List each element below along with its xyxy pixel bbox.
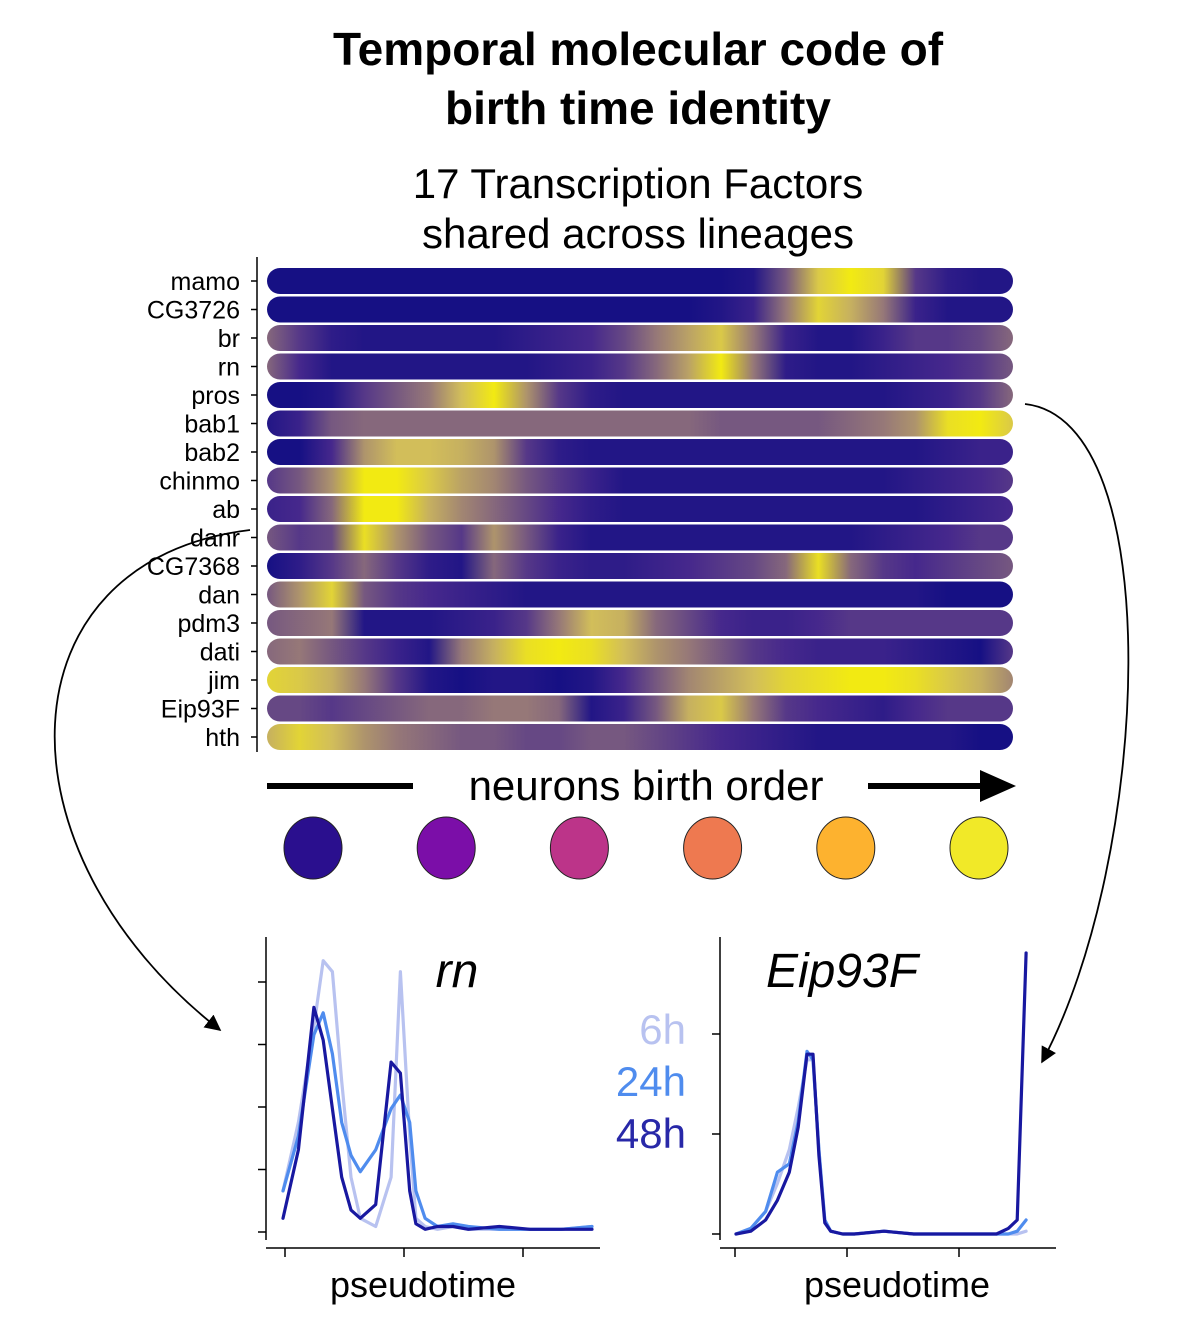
heatmap-row-bab1	[267, 410, 1013, 437]
eip93f-axis-ticks	[712, 1033, 960, 1257]
heatmap-row-label: bab2	[184, 439, 240, 467]
heatmap-row-br	[267, 325, 1013, 351]
color-key-dot	[683, 816, 743, 880]
birth-order-color-key	[283, 816, 1009, 880]
heatmap-row-label: ab	[212, 496, 240, 524]
eip93f-series-lines	[734, 951, 1028, 1236]
heatmap-row-dan	[267, 581, 1013, 608]
legend-item-48h: 48h	[616, 1110, 686, 1157]
color-key-dot	[549, 816, 609, 880]
heatmap-row-label: bab1	[184, 411, 240, 439]
heatmap-row-labels: mamoCG3726brrnprosbab1bab2chinmoabdanrCG…	[147, 268, 257, 752]
heatmap-row-label: Eip93F	[161, 696, 240, 724]
eip93f-x-label: pseudotime	[804, 1264, 990, 1305]
heatmap-row-ab	[267, 496, 1013, 522]
heatmap-row-jim	[267, 667, 1013, 693]
heatmap-row-label: CG3726	[147, 297, 240, 325]
heatmap-row-label: danr	[190, 525, 240, 553]
heatmap-row-label: CG7368	[147, 553, 240, 581]
color-key-dot	[949, 816, 1009, 880]
heatmap-row-hth	[267, 724, 1013, 750]
legend-item-24h: 24h	[616, 1058, 686, 1105]
rn-line-chart: rn pseudotime	[258, 937, 600, 1305]
heatmap-rows	[267, 268, 1013, 750]
heatmap-row-dati	[267, 638, 1013, 665]
heatmap-row-chinmo	[267, 467, 1013, 494]
heatmap-row-label: dati	[200, 639, 240, 667]
heatmap-row-label: mamo	[171, 268, 240, 296]
series-line-48h	[281, 1005, 594, 1231]
heatmap: mamoCG3726brrnprosbab1bab2chinmoabdanrCG…	[147, 257, 1013, 752]
series-line-24h	[281, 1011, 594, 1231]
color-key-dot	[416, 816, 476, 880]
heatmap-row-mamo	[267, 268, 1013, 294]
heatmap-row-label: dan	[198, 582, 240, 610]
series-line-24h	[734, 1049, 1028, 1236]
heatmap-row-label: chinmo	[159, 468, 240, 496]
figure-title-line-1: Temporal molecular code of	[333, 23, 944, 75]
rn-series-lines	[281, 959, 594, 1231]
heatmap-subtitle-line-2: shared across lineages	[422, 210, 854, 257]
heatmap-subtitle-line-1: 17 Transcription Factors	[413, 160, 864, 207]
heatmap-row-label: pros	[191, 382, 240, 410]
color-key-dot	[816, 816, 876, 880]
legend: 6h 24h 48h	[616, 1006, 686, 1157]
heatmap-row-pdm3	[267, 610, 1013, 636]
connector-arrow-eip93f	[1024, 403, 1130, 1064]
rn-chart-title: rn	[436, 945, 479, 998]
birth-order-arrowhead	[980, 770, 1016, 802]
series-line-6h	[734, 1058, 1028, 1236]
legend-item-6h: 6h	[639, 1006, 686, 1053]
color-key-dot	[283, 816, 343, 880]
heatmap-row-label: jim	[207, 667, 240, 695]
heatmap-row-pros	[267, 382, 1013, 408]
heatmap-row-Eip93F	[267, 695, 1013, 722]
heatmap-row-CG7368	[267, 553, 1013, 579]
eip93f-chart-title: Eip93F	[766, 945, 921, 998]
series-line-48h	[734, 951, 1028, 1236]
rn-x-label: pseudotime	[330, 1264, 516, 1305]
heatmap-row-label: br	[218, 325, 240, 353]
heatmap-row-rn	[267, 353, 1013, 380]
heatmap-row-bab2	[267, 439, 1013, 465]
figure-title-line-2: birth time identity	[445, 82, 831, 134]
eip93f-line-chart: Eip93F pseudotime	[712, 937, 1056, 1305]
heatmap-row-CG3726	[267, 296, 1013, 323]
connector-arrow-rn	[53, 529, 251, 1031]
heatmap-row-label: rn	[218, 354, 240, 382]
rn-axis-ticks	[258, 981, 524, 1257]
heatmap-x-label: neurons birth order	[469, 762, 824, 809]
heatmap-row-label: hth	[205, 724, 240, 752]
heatmap-row-label: pdm3	[177, 610, 240, 638]
heatmap-row-danr	[267, 524, 1013, 551]
